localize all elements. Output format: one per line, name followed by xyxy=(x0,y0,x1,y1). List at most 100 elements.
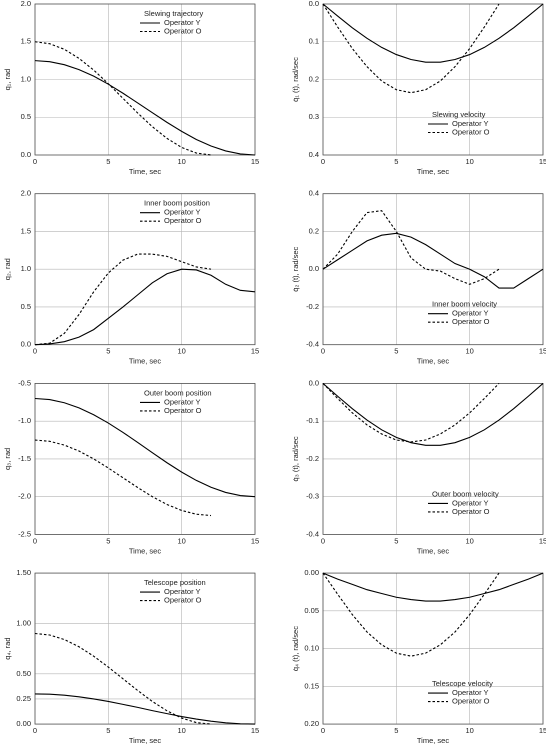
x-tick-label: 0 xyxy=(33,536,37,545)
legend-label: Operator Y xyxy=(452,688,489,697)
x-axis-label: Time, sec xyxy=(417,546,449,555)
legend-label: Operator O xyxy=(164,216,202,225)
y-axis-label: q̇₄ (t), rad/sec xyxy=(291,626,300,671)
x-tick-label: 5 xyxy=(394,536,398,545)
y-axis-label: q̇₃ (t), rad/sec xyxy=(291,436,300,481)
y-tick-label: 0.4 xyxy=(309,150,319,159)
x-tick-label: 15 xyxy=(539,536,546,545)
chart-panel: 0.00 0.05 0.10 0.15 0.200 5 10 15 Time, sec q̇₄ (… xyxy=(291,568,546,745)
chart-panel: -2.5 -2.0 -1.5 -1.0 -0.5 0 5 10 15 Time, sec q₃, r… xyxy=(3,378,259,555)
legend-label: Operator O xyxy=(452,507,490,516)
series-line xyxy=(34,439,212,517)
legend-label: Operator Y xyxy=(164,208,201,217)
y-tick-label: -0.4 xyxy=(306,340,319,349)
x-tick-label: 10 xyxy=(465,157,473,166)
chart-title: Telescope position xyxy=(144,578,206,587)
x-tick-label: 0 xyxy=(321,536,325,545)
x-tick-label: 5 xyxy=(106,347,110,356)
x-tick-label: 5 xyxy=(106,536,110,545)
plot-frame xyxy=(34,193,256,346)
x-tick-label: 0 xyxy=(33,726,37,735)
x-axis-label: Time, sec xyxy=(129,167,161,176)
y-tick-label: -0.2 xyxy=(306,302,319,311)
x-tick-label: 15 xyxy=(251,347,259,356)
x-tick-label: 10 xyxy=(177,726,185,735)
plot-frame xyxy=(322,382,544,535)
y-tick-label: 0.5 xyxy=(21,302,31,311)
x-tick-label: 5 xyxy=(106,726,110,735)
y-tick-label: 2.0 xyxy=(21,189,31,198)
x-tick-label: 5 xyxy=(106,157,110,166)
y-tick-label: -0.5 xyxy=(18,378,31,387)
y-axis-label: q₃, rad xyxy=(3,448,12,470)
y-tick-label: 0.00 xyxy=(304,568,319,577)
series-line xyxy=(34,60,256,156)
y-tick-label: 0.25 xyxy=(16,694,31,703)
legend-label: Operator Y xyxy=(452,119,489,128)
y-tick-label: 1.5 xyxy=(21,226,31,235)
series-line xyxy=(322,383,500,443)
legend-label: Operator Y xyxy=(164,587,201,596)
x-tick-label: 15 xyxy=(539,726,546,735)
x-tick-label: 0 xyxy=(321,347,325,356)
plot-frame xyxy=(34,3,256,156)
x-tick-label: 15 xyxy=(539,347,546,356)
y-tick-label: -1.0 xyxy=(18,416,31,425)
legend-label: Operator O xyxy=(452,317,490,326)
x-axis-label: Time, sec xyxy=(417,357,449,366)
x-tick-label: 10 xyxy=(177,157,185,166)
y-tick-label: 0.1 xyxy=(309,37,319,46)
legend-label: Operator Y xyxy=(452,309,489,318)
x-tick-label: 10 xyxy=(177,536,185,545)
x-tick-label: 5 xyxy=(394,726,398,735)
x-tick-label: 5 xyxy=(394,347,398,356)
series-line xyxy=(322,382,544,446)
y-tick-label: 0.20 xyxy=(304,719,319,728)
plot-frame xyxy=(34,382,256,535)
series-line xyxy=(34,397,256,498)
chart-panel: 0.0 0.1 0.2 0.3 0.40 5 10 15 Time, sec q̇₁ (t), r… xyxy=(291,0,546,176)
x-tick-label: 10 xyxy=(465,726,473,735)
chart-panel: 0.0 0.5 1.0 1.5 2.0 0 5 10 15 Time, sec q₂, rad Inn… xyxy=(3,189,259,366)
y-tick-label: 0.00 xyxy=(16,719,31,728)
x-tick-label: 10 xyxy=(465,347,473,356)
series-line xyxy=(322,572,500,657)
x-tick-label: 15 xyxy=(251,157,259,166)
y-tick-label: 1.0 xyxy=(21,74,31,83)
legend-label: Operator Y xyxy=(452,498,489,507)
chart-panel: 0.0 0.5 1.0 1.5 2.0 0 5 10 15 Time, sec q₁, rad Sle… xyxy=(3,0,259,176)
chart-title: Inner boom velocity xyxy=(432,300,497,309)
x-axis-label: Time, sec xyxy=(129,357,161,366)
y-tick-label: 0.4 xyxy=(309,189,319,198)
chart-title: Outer boom position xyxy=(144,388,212,397)
x-tick-label: 15 xyxy=(539,157,546,166)
series-line xyxy=(34,693,256,725)
y-axis-label: q₁, rad xyxy=(3,69,12,91)
legend-label: Operator O xyxy=(452,697,490,706)
series-line xyxy=(34,253,212,346)
y-tick-label: 1.50 xyxy=(16,568,31,577)
chart-panel: -0.4 -0.2 0.0 0.2 0.4 0 5 10 15 Time, sec q̇₂ (t),… xyxy=(291,189,546,366)
y-tick-label: 1.0 xyxy=(21,264,31,273)
legend-label: Operator Y xyxy=(164,18,201,27)
legend-label: Operator O xyxy=(164,406,202,415)
y-tick-label: -1.5 xyxy=(18,454,31,463)
x-axis-label: Time, sec xyxy=(417,167,449,176)
y-tick-label: 0.3 xyxy=(309,112,319,121)
y-tick-label: 1.5 xyxy=(21,37,31,46)
chart-title: Telescope velocity xyxy=(432,679,493,688)
x-tick-label: 10 xyxy=(465,536,473,545)
x-axis-label: Time, sec xyxy=(417,736,449,745)
plot-frame xyxy=(322,3,544,156)
chart-title: Slewing trajectory xyxy=(144,9,203,18)
y-tick-label: -2.0 xyxy=(18,492,31,501)
y-tick-label: -0.4 xyxy=(306,529,319,538)
y-tick-label: 0.0 xyxy=(309,0,319,8)
y-tick-label: 0.05 xyxy=(304,606,319,615)
legend-label: Operator O xyxy=(452,127,490,136)
x-tick-label: 15 xyxy=(251,726,259,735)
plot-frame xyxy=(322,572,544,725)
y-tick-label: -0.3 xyxy=(306,492,319,501)
